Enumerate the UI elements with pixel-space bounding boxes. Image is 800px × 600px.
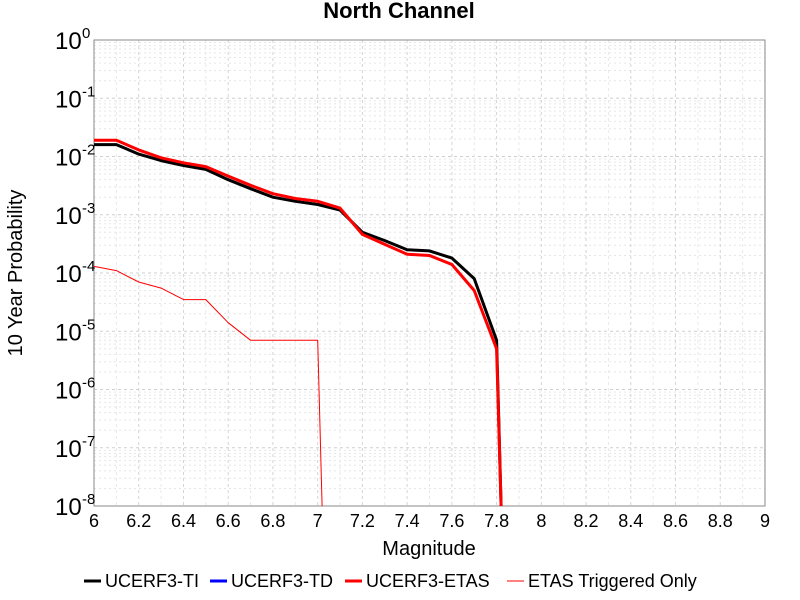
legend-item: UCERF3-TI: [84, 571, 199, 591]
y-tick-exponent: -3: [82, 200, 95, 217]
y-tick-label: 10 -6: [55, 375, 95, 405]
y-tick-exponent: -4: [82, 258, 95, 275]
legend-label: UCERF3-TD: [231, 571, 333, 591]
y-tick-exponent: -6: [82, 375, 95, 392]
y-tick-base: 10: [55, 494, 82, 521]
y-tick-exponent: -1: [82, 83, 95, 100]
y-tick-base: 10: [55, 261, 82, 288]
legend-item: ETAS Triggered Only: [507, 571, 697, 591]
x-tick-label: 8.6: [663, 511, 688, 531]
legend-label: ETAS Triggered Only: [528, 571, 697, 591]
x-tick-label: 9: [760, 511, 770, 531]
legend-label: UCERF3-ETAS: [366, 571, 490, 591]
legend-label: UCERF3-TI: [105, 571, 199, 591]
legend-item: UCERF3-TD: [210, 571, 333, 591]
y-tick-base: 10: [55, 436, 82, 463]
y-tick-label: 10 -7: [55, 433, 95, 463]
x-tick-label: 6: [89, 511, 99, 531]
y-tick-exponent: 0: [82, 25, 90, 42]
y-tick-base: 10: [55, 203, 82, 230]
y-tick-label: 10 -2: [55, 142, 95, 172]
series-line-ucerf3-etas: [94, 138, 503, 507]
y-tick-base: 10: [55, 319, 82, 346]
x-axis-title: Magnitude: [382, 538, 475, 560]
series-group: [93, 138, 503, 507]
x-tick-label: 6.8: [260, 511, 285, 531]
grid: [93, 40, 766, 507]
x-tick-label: 7.6: [439, 511, 464, 531]
y-tick-exponent: -2: [82, 142, 95, 159]
x-tick-label: 8: [536, 511, 546, 531]
x-tick-labels: 6 6.2 6.4 6.6 6.8 7 7.2 7.4 7.6 7.8 8 8.2 8.4 8.6 8.8 9: [89, 511, 770, 531]
y-tick-label: 10 -5: [55, 316, 95, 346]
y-tick-base: 10: [55, 378, 82, 405]
y-tick-base: 10: [55, 86, 82, 113]
y-tick-exponent: -7: [82, 433, 95, 450]
y-tick-label: 10 -8: [55, 491, 95, 521]
x-tick-label: 7.8: [484, 511, 509, 531]
y-tick-base: 10: [55, 28, 82, 55]
y-tick-label: 10 0: [55, 25, 90, 55]
series-line-etas-triggered-only: [93, 265, 323, 507]
x-tick-label: 7.4: [395, 511, 420, 531]
x-tick-label: 7: [313, 511, 323, 531]
x-tick-label: 6.2: [126, 511, 151, 531]
y-tick-base: 10: [55, 145, 82, 172]
x-tick-label: 6.4: [171, 511, 196, 531]
y-tick-label: 10 -4: [55, 258, 95, 288]
x-tick-label: 6.6: [216, 511, 241, 531]
x-tick-label: 8.8: [708, 511, 733, 531]
series-line-ucerf3-ti: [94, 143, 503, 507]
y-axis-title: 10 Year Probability: [5, 190, 27, 357]
plot-area-border: [93, 39, 766, 507]
y-tick-exponent: -5: [82, 316, 95, 333]
x-tick-label: 8.2: [574, 511, 599, 531]
chart-title: North Channel: [323, 0, 475, 23]
x-tick-label: 7.2: [350, 511, 375, 531]
x-tick-label: 8.4: [618, 511, 643, 531]
y-tick-label: 10 -3: [55, 200, 95, 230]
legend: UCERF3-TI UCERF3-TD UCERF3-ETAS ETAS Trigge…: [84, 571, 697, 591]
legend-item: UCERF3-ETAS: [345, 571, 490, 591]
y-tick-label: 10 -1: [55, 83, 95, 113]
y-tick-exponent: -8: [82, 491, 95, 508]
